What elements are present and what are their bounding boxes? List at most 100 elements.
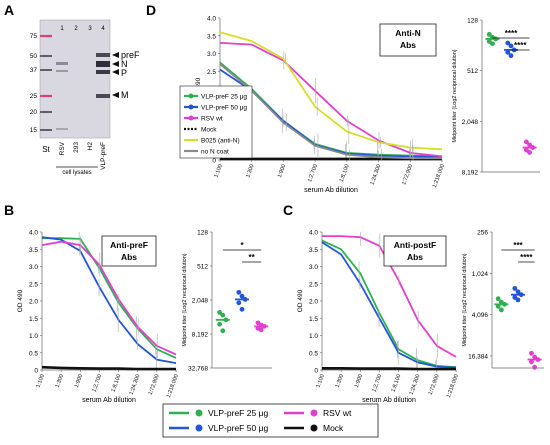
- bottom-legend: VLP-preF 25 μg VLP-preF 50 μg RSV wt Moc…: [162, 403, 379, 438]
- titer-point: [220, 312, 226, 318]
- series-line-vlp-pref-50-g: [321, 241, 457, 369]
- chart-title-line2: Abs: [400, 40, 416, 50]
- y-tick-label: 3.0: [207, 51, 216, 58]
- sig-label: ****: [520, 253, 533, 262]
- lane-label: H2: [87, 142, 94, 151]
- panel-b-anti-pref: 0 0.5 1.0 1.5 2.0 2.5 3.0 3.5 4.0 1:100 1:300 1:900…: [17, 230, 272, 404]
- blot-membrane: [39, 19, 111, 139]
- arrow-icon: [112, 52, 119, 58]
- titer-point: [529, 350, 534, 356]
- sig-label: ***: [513, 241, 523, 250]
- bottom-legend-box: [162, 403, 379, 438]
- x-tick-label: 1:24,300: [129, 374, 142, 396]
- x-tick-label: 1:300: [245, 164, 255, 179]
- band-label-pref: preF: [121, 50, 140, 60]
- chart-title-line1: Anti-preF: [110, 240, 148, 250]
- band-vlp-n: [96, 61, 110, 67]
- y-axis-label: OD 490: [17, 289, 24, 312]
- x-tick-label: 1:218,000: [446, 374, 460, 399]
- sig-label: *: [240, 241, 244, 250]
- x-tick-label: 1:72,900: [428, 374, 441, 396]
- series-line-mock: [322, 366, 456, 371]
- y-tick-label: 2.0: [29, 299, 38, 306]
- sig-label: ****: [514, 41, 527, 50]
- band-vlp-m: [96, 94, 110, 98]
- y-axis-label: OD 490: [297, 289, 304, 312]
- x-tick-label: 1:100: [316, 374, 326, 389]
- lane-number: 2: [74, 26, 78, 32]
- panel-c-anti-postf: 0 0.5 1.0 1.5 2.0 2.5 3.0 3.5 4.0 1:100 1:300 1:900…: [297, 230, 544, 404]
- panel-label-c: C: [283, 202, 293, 218]
- western-blot: 75 50 37 25 20 15 1 2 3 4 preF N P M St …: [30, 19, 140, 176]
- y-tick-label: 4.0: [309, 230, 318, 237]
- series-line-rsv-wt: [41, 240, 177, 356]
- titer-point: [498, 307, 504, 313]
- x-tick-label: 1:300: [55, 374, 65, 389]
- titer-point: [490, 41, 495, 47]
- titer-y-tick-label: 16,384: [468, 353, 488, 360]
- y-tick-label: 3.5: [207, 33, 216, 40]
- titer-point: [505, 40, 511, 46]
- titer-point: [508, 43, 514, 49]
- y-tick-label: 0: [314, 368, 318, 375]
- titer-point: [239, 293, 245, 299]
- y-tick-label: 0.5: [309, 350, 318, 357]
- titer-point: [515, 289, 521, 295]
- titer-point: [217, 321, 223, 327]
- lane-label: RSV: [59, 141, 66, 155]
- x-tick-label: 1:8,100: [111, 374, 123, 393]
- x-tick-label: 1:218,000: [432, 164, 446, 189]
- chart-title-line1: Anti-postF: [394, 240, 437, 250]
- legend-dot-vlp50: [195, 424, 203, 432]
- legend-dot-mock: [310, 424, 318, 432]
- band-label-m: M: [121, 90, 129, 100]
- sig-label: ****: [505, 29, 518, 38]
- lane-label-st: St: [42, 145, 50, 154]
- y-tick-label: 2.5: [207, 69, 216, 76]
- legend-d-label: VLP-preF 50 μg: [201, 105, 247, 112]
- titer-y-tick-label: 4,096: [472, 312, 489, 319]
- titer-point: [220, 328, 226, 334]
- band-rsv-n: [56, 62, 68, 65]
- titer-y-tick-label: 128: [197, 230, 208, 237]
- y-tick-label: 2.5: [309, 281, 318, 288]
- y-tick-label: 3.5: [29, 247, 38, 254]
- chart-title-line1: Anti-N: [395, 28, 421, 38]
- titer-point: [505, 49, 511, 55]
- band-vlp-pref: [96, 53, 110, 57]
- titer-y-tick-label: 2,048: [192, 298, 209, 305]
- titer-y-tick-label: 2,048: [462, 119, 479, 126]
- titer-y-tick-label: 128: [467, 18, 478, 25]
- y-tick-label: 1.5: [309, 316, 318, 323]
- titer-point: [236, 300, 242, 306]
- band-labels: preF N P M: [112, 50, 140, 100]
- legend-dot-vlp25: [195, 409, 203, 417]
- titer-point: [239, 306, 245, 312]
- x-tick-label: 1:72,900: [148, 374, 161, 396]
- x-axis-label: serum Ab dilution: [82, 397, 136, 404]
- titer-y-tick-label: 512: [467, 68, 478, 75]
- x-tick-label: 1:300: [335, 374, 345, 389]
- band-vlp-p: [96, 70, 110, 74]
- series-line-vlp-pref-25-g: [42, 237, 177, 359]
- cell-lysates-label: cell lysates: [62, 170, 91, 176]
- x-tick-label: 1:900: [74, 374, 84, 389]
- panel-label-a: A: [4, 2, 14, 18]
- titer-point: [529, 359, 534, 365]
- titer-point: [258, 327, 264, 333]
- titer-y-tick-label: 256: [477, 230, 488, 237]
- series-line-mock: [41, 365, 176, 371]
- series-line-vlp-pref-25-g: [219, 61, 443, 158]
- titer-point: [217, 310, 223, 315]
- arrow-icon: [112, 69, 119, 75]
- titer-point: [486, 32, 492, 37]
- lane-number: 4: [101, 26, 105, 32]
- y-tick-label: 0.5: [29, 350, 38, 357]
- y-tick-label: 1.0: [309, 333, 318, 340]
- titer-y-tick-label: 8,192: [462, 170, 479, 177]
- titer-point: [512, 286, 518, 291]
- series-line-vlp-pref-25-g: [321, 239, 457, 369]
- titer-point: [236, 289, 242, 295]
- x-tick-label: 1:2,700: [91, 374, 103, 393]
